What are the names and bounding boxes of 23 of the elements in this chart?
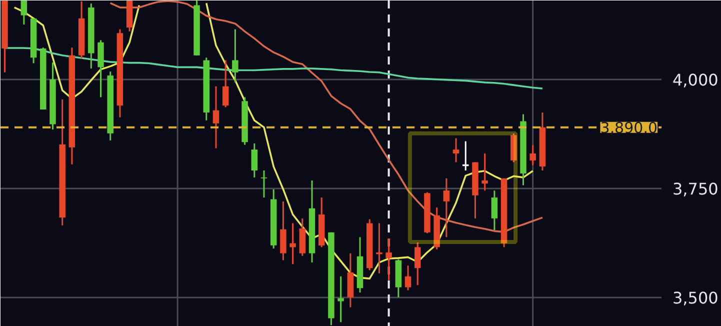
- y-tick-label: 3,500: [672, 288, 718, 308]
- candlestick: [212, 86, 220, 149]
- y-tick-label: 3,750: [672, 179, 718, 198]
- ref-line-label: 3,890.0: [600, 118, 658, 137]
- candlestick: [404, 264, 412, 292]
- candlestick: [386, 238, 392, 282]
- y-tick-label: 4,000: [672, 70, 718, 90]
- candlestick: [251, 142, 258, 178]
- candlestick: [20, 0, 28, 26]
- line-series: [109, 0, 544, 233]
- candlestick: [280, 200, 286, 262]
- candlestick: [290, 222, 296, 265]
- candlestick: [260, 170, 268, 198]
- candlestick: [232, 28, 238, 84]
- candlestick: [530, 144, 536, 166]
- candlestick: [414, 242, 421, 286]
- candlestick: [452, 137, 460, 163]
- candlestick: [222, 59, 229, 108]
- candlestick: [482, 152, 488, 192]
- candlestick: [443, 178, 450, 238]
- candlestick: [491, 190, 498, 231]
- line-series: [4, 47, 544, 90]
- candlestick: [338, 276, 344, 323]
